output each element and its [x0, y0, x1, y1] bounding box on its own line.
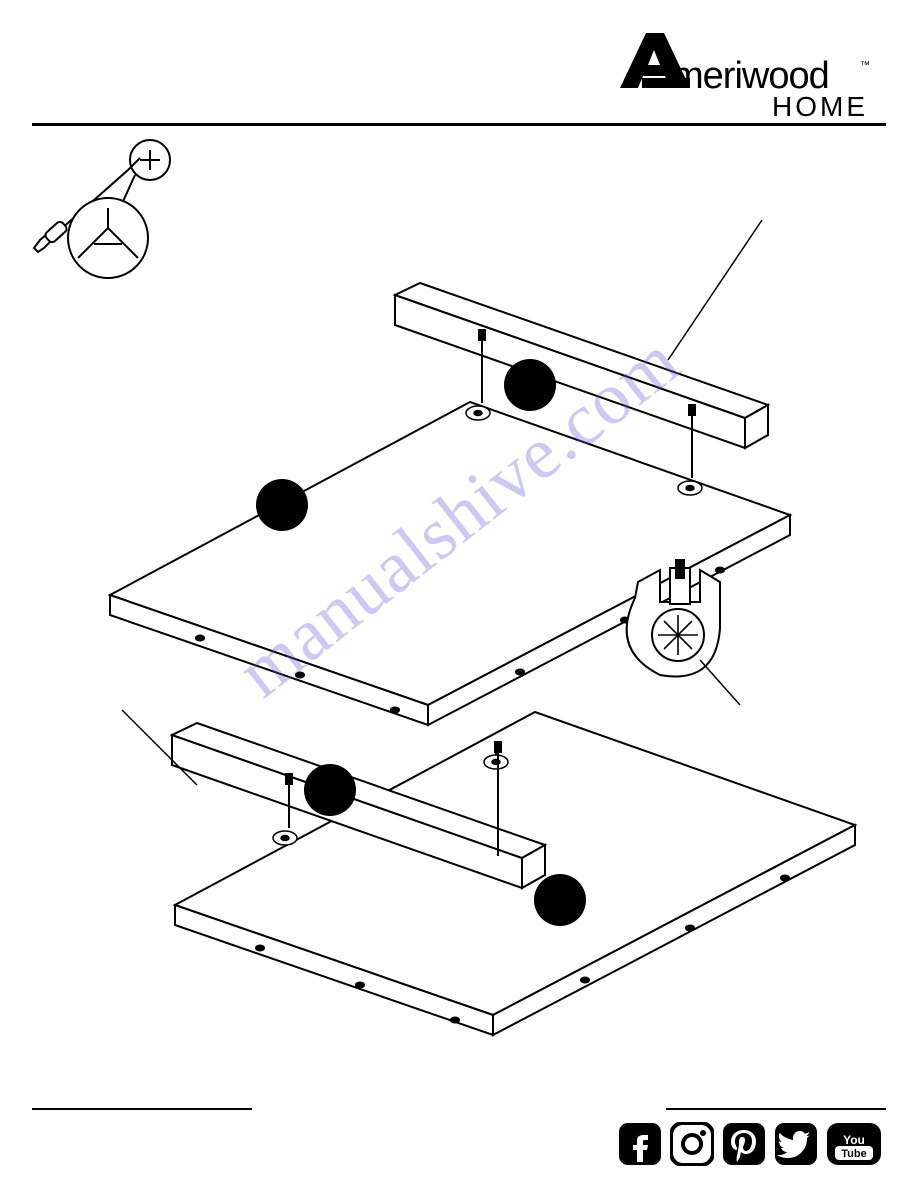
- social-icons-row: You Tube: [618, 1122, 882, 1166]
- brand-subtext: HOME: [772, 91, 868, 118]
- assembly-diagram: manualshive.com: [0, 130, 918, 1098]
- header-divider: [32, 123, 886, 126]
- facebook-icon: [618, 1122, 662, 1166]
- youtube-icon: You Tube: [826, 1122, 882, 1166]
- trademark-symbol: ™: [860, 60, 870, 71]
- lower-assembly: [122, 710, 855, 1035]
- part-marker: [304, 764, 356, 816]
- part-marker: [504, 359, 556, 411]
- footer-divider-right: [666, 1108, 886, 1110]
- part-marker: [256, 479, 308, 531]
- cam-screw-detail-icon: [627, 560, 740, 705]
- screwdriver-icon: [34, 140, 170, 278]
- svg-text:You: You: [843, 1133, 865, 1147]
- instagram-icon: [670, 1122, 714, 1166]
- part-marker: [534, 874, 586, 926]
- twitter-icon: [774, 1122, 818, 1166]
- pinterest-icon: [722, 1122, 766, 1166]
- footer-divider-left: [32, 1108, 252, 1110]
- svg-text:Tube: Tube: [841, 1148, 866, 1160]
- brand-logo: meriwood ™ HOME: [620, 30, 870, 123]
